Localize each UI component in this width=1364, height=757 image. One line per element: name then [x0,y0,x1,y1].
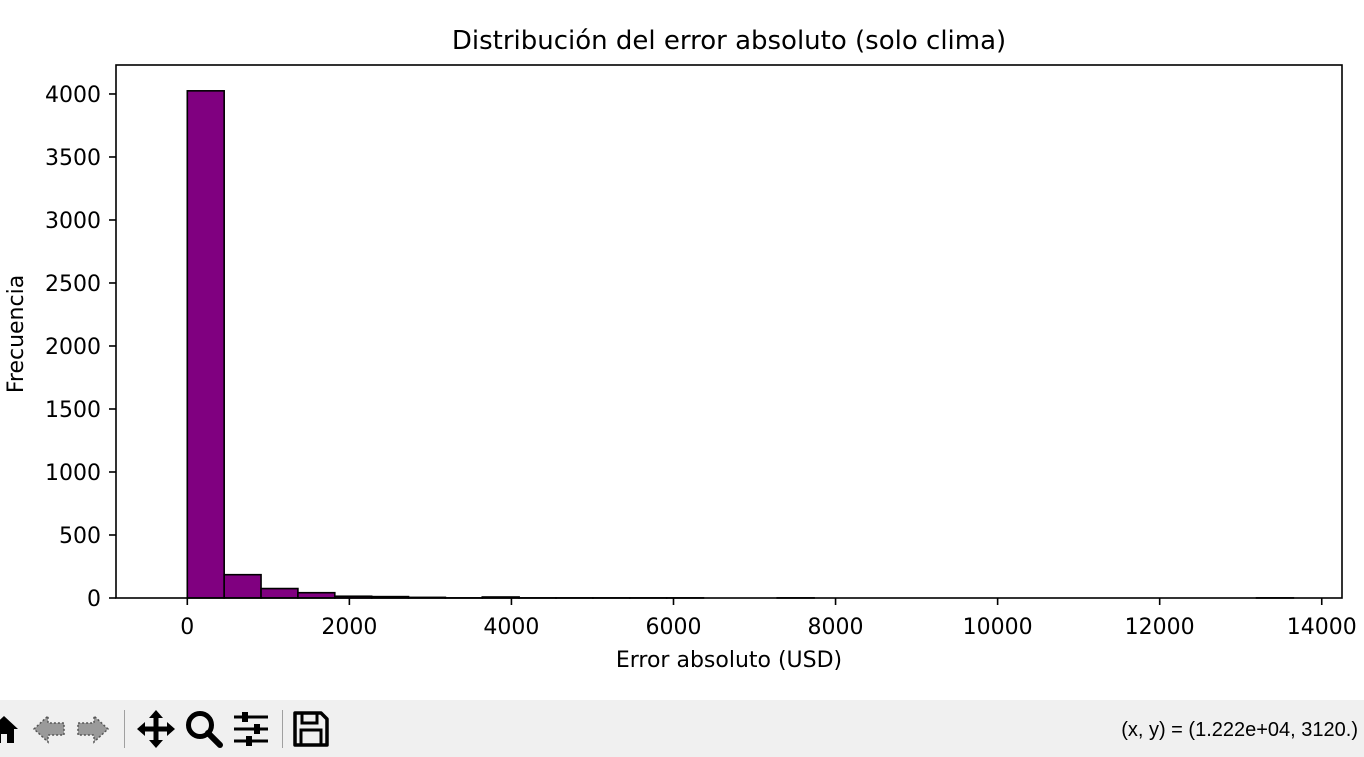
plot-area-frame [115,64,1343,599]
move-icon [137,710,175,748]
histogram-bar [223,573,262,599]
back-button[interactable] [30,709,68,749]
y-tick-label: 2500 [45,272,101,297]
forward-button[interactable] [74,709,112,749]
cursor-coordinates-readout: (x, y) = (1.222e+04, 3120.) [1121,719,1358,741]
magnifier-icon [186,711,223,748]
y-tick-label: 4000 [45,83,101,108]
x-tick-label: 8000 [808,615,864,640]
histogram-bar [186,90,225,599]
histogram-chart: Distribución del error absoluto (solo cl… [4,26,1357,673]
x-tick-label: 0 [180,615,194,640]
histogram-bar [260,587,299,599]
x-tick-label: 2000 [321,615,377,640]
toolbar-separator [124,710,125,748]
y-axis-label: Frecuencia [4,275,29,393]
x-tick-label: 4000 [483,615,539,640]
figure-canvas: Distribución del error absoluto (solo cl… [4,26,1357,673]
pan-button[interactable] [135,709,177,749]
x-axis-ticks: 0 2000 4000 6000 8000 10000 12000 14000 [180,598,1357,640]
y-tick-label: 3500 [45,146,101,171]
sliders-icon [234,712,268,746]
zoom-button[interactable] [183,709,225,749]
y-axis-ticks: 0 500 1000 1500 2000 2500 3000 3500 4000 [45,83,116,612]
x-tick-label: 10000 [963,615,1033,640]
y-tick-label: 1500 [45,398,101,423]
navigation-toolbar: (x, y) = (1.222e+04, 3120.) [0,700,1364,757]
floppy-disk-icon [293,711,329,747]
y-tick-label: 500 [59,524,101,549]
x-axis-label: Error absoluto (USD) [616,648,842,673]
y-tick-label: 1000 [45,461,101,486]
forward-arrow-icon [77,714,110,744]
y-tick-label: 0 [87,587,101,612]
save-button[interactable] [291,709,331,749]
x-tick-label: 12000 [1125,615,1195,640]
home-icon [0,716,18,743]
x-tick-label: 6000 [645,615,701,640]
y-tick-label: 3000 [45,209,101,234]
y-tick-label: 2000 [45,335,101,360]
configure-subplots-button[interactable] [230,709,272,749]
home-button[interactable] [0,709,22,749]
bars-group [186,90,1295,599]
chart-title: Distribución del error absoluto (solo cl… [452,26,1006,56]
x-tick-label: 14000 [1287,615,1357,640]
back-arrow-icon [32,714,65,744]
toolbar-separator [282,710,283,748]
